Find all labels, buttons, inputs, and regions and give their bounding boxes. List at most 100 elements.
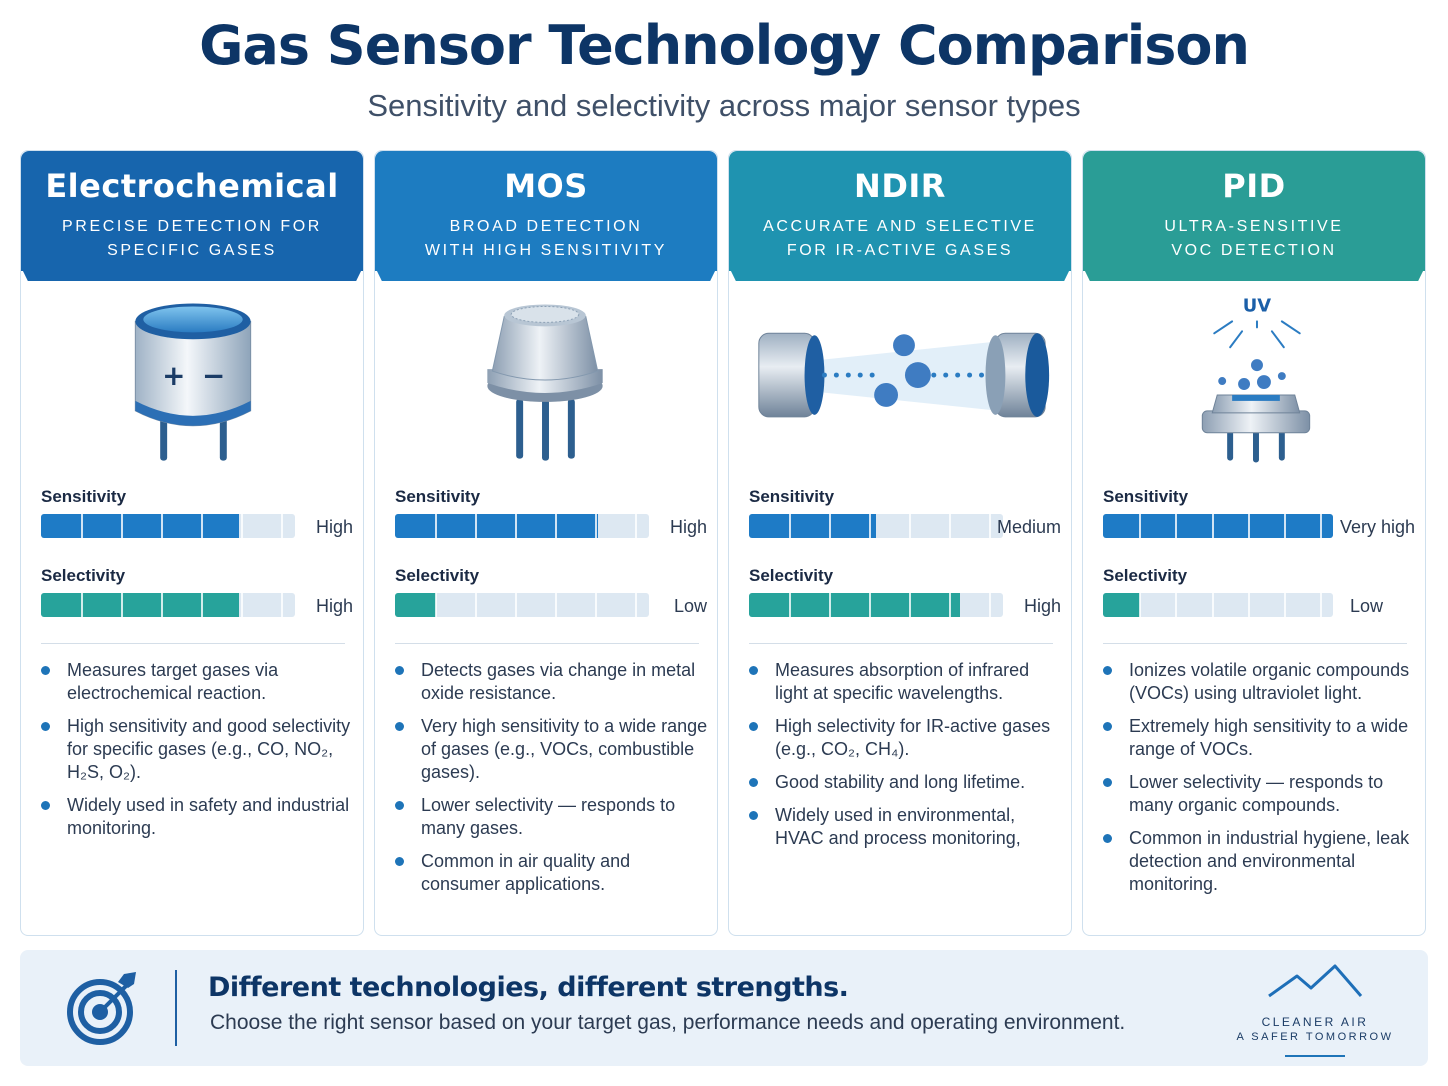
selectivity-bar [41,593,295,617]
bar-segment-divider [909,514,911,538]
bar-segment-divider [475,514,477,538]
sensitivity-label: Sensitivity [749,487,835,506]
bar-segment-divider [1175,514,1178,538]
bar-segment-divider [989,593,991,617]
bar-segment-divider [829,593,831,617]
bar-segment-divider [1320,593,1323,617]
card-title: NDIR [854,167,946,205]
sensitivity-metric: Sensitivity Very high [1103,487,1415,538]
sensitivity-label: Sensitivity [395,487,481,506]
bar-segment-divider [1139,514,1142,538]
brand-logo: CLEANER AIR A SAFER TOMORROW [1220,962,1410,1058]
feature-list: Detects gases via change in metal oxide … [393,659,713,906]
card-title: Electrochemical [45,167,339,205]
selectivity-bar-fill [749,593,960,617]
bar-segment-divider [1320,514,1323,538]
list-item: Widely used in environmental, HVAC and p… [747,804,1067,850]
divider [749,643,1053,644]
card-title: PID [1222,167,1286,205]
card-tagline-line-2: VOC detection [1171,242,1337,259]
feature-list: Ionizes volatile organic compounds (VOCs… [1101,659,1421,906]
list-item: High selectivity for IR-active gases (e.… [747,715,1067,761]
footer-banner: Different technologies, different streng… [20,950,1428,1066]
selectivity-label: Selectivity [41,566,126,585]
brand-underline [1285,1055,1345,1057]
bar-segment-divider [81,593,83,617]
sensitivity-bar-fill [749,514,876,538]
card-mos: MOS Broad detection with high sensitivit… [374,150,718,936]
svg-text:−: − [202,359,225,392]
bar-segment-divider [989,514,991,538]
selectivity-bar [749,593,1003,617]
bar-segment-divider [555,593,557,617]
bar-segment-divider [1211,514,1214,538]
list-item: Very high sensitivity to a wide range of… [393,715,713,784]
bar-segment-divider [595,593,597,617]
card-header: Electrochemical Precise detection for sp… [21,151,363,271]
bar-segment-divider [121,514,123,538]
selectivity-bar-fill [1103,593,1140,617]
sensitivity-bar [1103,514,1333,538]
sensitivity-value: Medium [996,517,1061,537]
bar-segment-divider [1211,593,1214,617]
bar-segment-divider [515,593,517,617]
list-item: Widely used in safety and industrial mon… [39,794,359,840]
sensitivity-label: Sensitivity [41,487,127,506]
card-title: MOS [504,167,588,205]
card-pid: PID Ultra-sensitive VOC detection UV [1082,150,1426,936]
divider [395,643,699,644]
card-ndir: NDIR Accurate and selective for IR-activ… [728,150,1072,936]
selectivity-label: Selectivity [1103,566,1188,585]
sensitivity-metric: Sensitivity High [395,487,707,538]
bar-segment-divider [241,593,243,617]
sensitivity-metric: Sensitivity High [41,487,353,538]
ndir-sensor-icon [758,332,1050,418]
bar-segment-divider [1175,593,1178,617]
list-item: Lower selectivity — responds to many gas… [393,794,713,840]
bar-segment-divider [281,593,283,617]
brand-line-2: A SAFER TOMORROW [1236,1031,1394,1043]
bar-segment-divider [515,514,517,538]
bar-segment-divider [829,514,831,538]
bar-segment-divider [161,514,163,538]
sensitivity-value: Very high [1339,517,1415,537]
bar-segment-divider [789,514,791,538]
page-subtitle: Sensitivity and selectivity across major… [367,88,1081,123]
selectivity-value: High [315,596,353,616]
card-header: PID Ultra-sensitive VOC detection [1083,151,1425,271]
selectivity-bar-fill [41,593,240,617]
bar-segment-divider [555,514,557,538]
bar-segment-divider [1284,514,1287,538]
list-item: Lower selectivity — responds to many org… [1101,771,1421,817]
bar-segment-divider [909,593,911,617]
selectivity-value: High [1023,596,1061,616]
bar-segment-divider [869,514,871,538]
electrochemical-sensor-icon: + − [134,303,252,461]
bar-segment-divider [949,593,951,617]
sensitivity-metric: Sensitivity Medium [749,487,1061,538]
footer-text: Choose the right sensor based on your ta… [210,1011,1126,1034]
selectivity-metric: Selectivity Low [1103,566,1413,617]
divider [1103,643,1407,644]
card-tagline-line-1: Ultra-sensitive [1164,218,1344,235]
card-tagline: Broad detection with high sensitivity [401,215,691,263]
selectivity-metric: Selectivity High [749,566,1061,617]
card-tagline-line-1: Precise detection for [62,218,322,235]
list-item: Common in industrial hygiene, leak detec… [1101,827,1421,896]
list-item: Measures target gases via electrochemica… [39,659,359,705]
bar-segment-divider [1139,593,1142,617]
card-tagline-line-2: specific gases [107,242,277,259]
list-item: Common in air quality and consumer appli… [393,850,713,896]
card-tagline: Accurate and selective for IR-active gas… [755,215,1045,263]
card-tagline: Ultra-sensitive VOC detection [1109,215,1399,263]
sensitivity-bar [749,514,1003,538]
sensitivity-bar-fill [1103,514,1333,538]
list-item: High sensitivity and good selectivity fo… [39,715,359,784]
selectivity-bar [395,593,649,617]
bar-segment-divider [949,514,951,538]
bar-segment-divider [435,593,437,617]
bar-segment-divider [435,514,437,538]
bar-segment-divider [281,514,283,538]
svg-text:+: + [162,359,185,392]
bar-segment-divider [1284,593,1287,617]
